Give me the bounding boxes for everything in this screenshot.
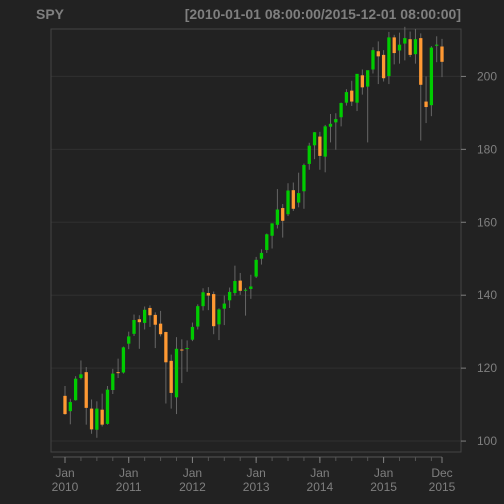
candle-up: [302, 165, 306, 192]
candle-up: [73, 378, 78, 401]
candle-up: [397, 44, 402, 51]
candle-down: [419, 38, 423, 85]
candle-up: [435, 44, 439, 46]
x-tick-label: Jan 2014: [307, 466, 334, 494]
y-tick-label: 200: [477, 69, 497, 83]
candle-down: [360, 75, 364, 88]
candle-up: [79, 374, 83, 378]
candle-down: [440, 46, 444, 62]
candle-down: [318, 136, 322, 156]
x-tick-label: Jan 2015: [370, 466, 397, 494]
candle-up: [127, 336, 131, 344]
chart-date-range: [2010-01-01 08:00:00/2015-12-01 08:00:00…: [184, 6, 461, 22]
candle-up: [265, 234, 269, 250]
candle-up: [371, 50, 375, 70]
candle-up: [339, 103, 343, 118]
candle-up: [174, 348, 179, 398]
candle-down: [281, 208, 285, 221]
candle-down: [350, 90, 354, 102]
candle-up: [366, 70, 370, 87]
candle-up: [387, 37, 391, 77]
y-tick-label: 120: [477, 361, 497, 375]
candle-down: [212, 294, 216, 327]
candle-up: [286, 190, 290, 215]
chart-title: SPY: [36, 6, 65, 22]
candle-up: [190, 326, 195, 340]
x-tick-label: Jan 2010: [52, 466, 79, 494]
candle-up: [323, 126, 327, 157]
candle-down: [63, 395, 67, 415]
x-tick-label: Jan 2012: [179, 466, 206, 494]
candle-up: [355, 73, 359, 103]
candle-up: [222, 303, 226, 309]
candle-up: [296, 193, 301, 203]
x-tick-label: Dec 2015: [429, 466, 456, 494]
candle-down: [84, 372, 88, 408]
candle-up: [233, 280, 237, 294]
candle-up: [270, 223, 274, 236]
candle-up: [429, 47, 434, 106]
candle-up: [249, 286, 253, 289]
candle-down: [100, 409, 104, 425]
candle-down: [376, 51, 380, 57]
candle-up: [121, 347, 126, 373]
candle-up: [143, 309, 147, 323]
candle-down: [116, 372, 120, 374]
candle-down: [392, 37, 396, 54]
candle-up: [334, 119, 338, 123]
candle-up: [196, 306, 200, 327]
candle-up: [243, 289, 248, 291]
candle-up: [254, 259, 258, 277]
candle-up: [328, 123, 333, 127]
candle-up: [68, 402, 72, 412]
candle-down: [137, 319, 141, 323]
candle-up: [185, 348, 189, 350]
candle-up: [217, 309, 221, 325]
candle-down: [180, 349, 184, 351]
plot-border: [50, 28, 462, 453]
x-tick-label: Jan 2011: [116, 466, 142, 494]
candle-down: [291, 190, 295, 209]
candle-up: [259, 252, 264, 259]
y-tick-label: 180: [477, 142, 497, 156]
candle-up: [413, 39, 418, 55]
y-tick-label: 100: [477, 434, 497, 448]
candle-down: [238, 280, 242, 291]
candle-up: [307, 145, 311, 164]
y-tick-label: 160: [477, 215, 497, 229]
candle-down: [164, 332, 168, 363]
candle-down: [169, 360, 173, 393]
y-tick-label: 140: [477, 288, 497, 302]
candle-up: [132, 319, 136, 334]
candle-down: [89, 408, 94, 430]
x-tick-label: Jan 2013: [243, 466, 270, 494]
candle-up: [201, 292, 205, 307]
candle-down: [381, 54, 386, 79]
candle-down: [158, 323, 163, 335]
candle-up: [344, 92, 349, 103]
candle-down: [148, 307, 152, 316]
candle-up: [227, 291, 232, 301]
candle-down: [153, 314, 157, 325]
candle-up: [105, 389, 110, 424]
candle-down: [206, 293, 211, 296]
candle-down: [424, 101, 428, 108]
candle-up: [95, 408, 99, 430]
candle-up: [275, 209, 280, 225]
candle-up: [403, 38, 407, 44]
candle-down: [408, 39, 412, 55]
candle-up: [111, 373, 115, 391]
candle-up: [312, 132, 317, 146]
